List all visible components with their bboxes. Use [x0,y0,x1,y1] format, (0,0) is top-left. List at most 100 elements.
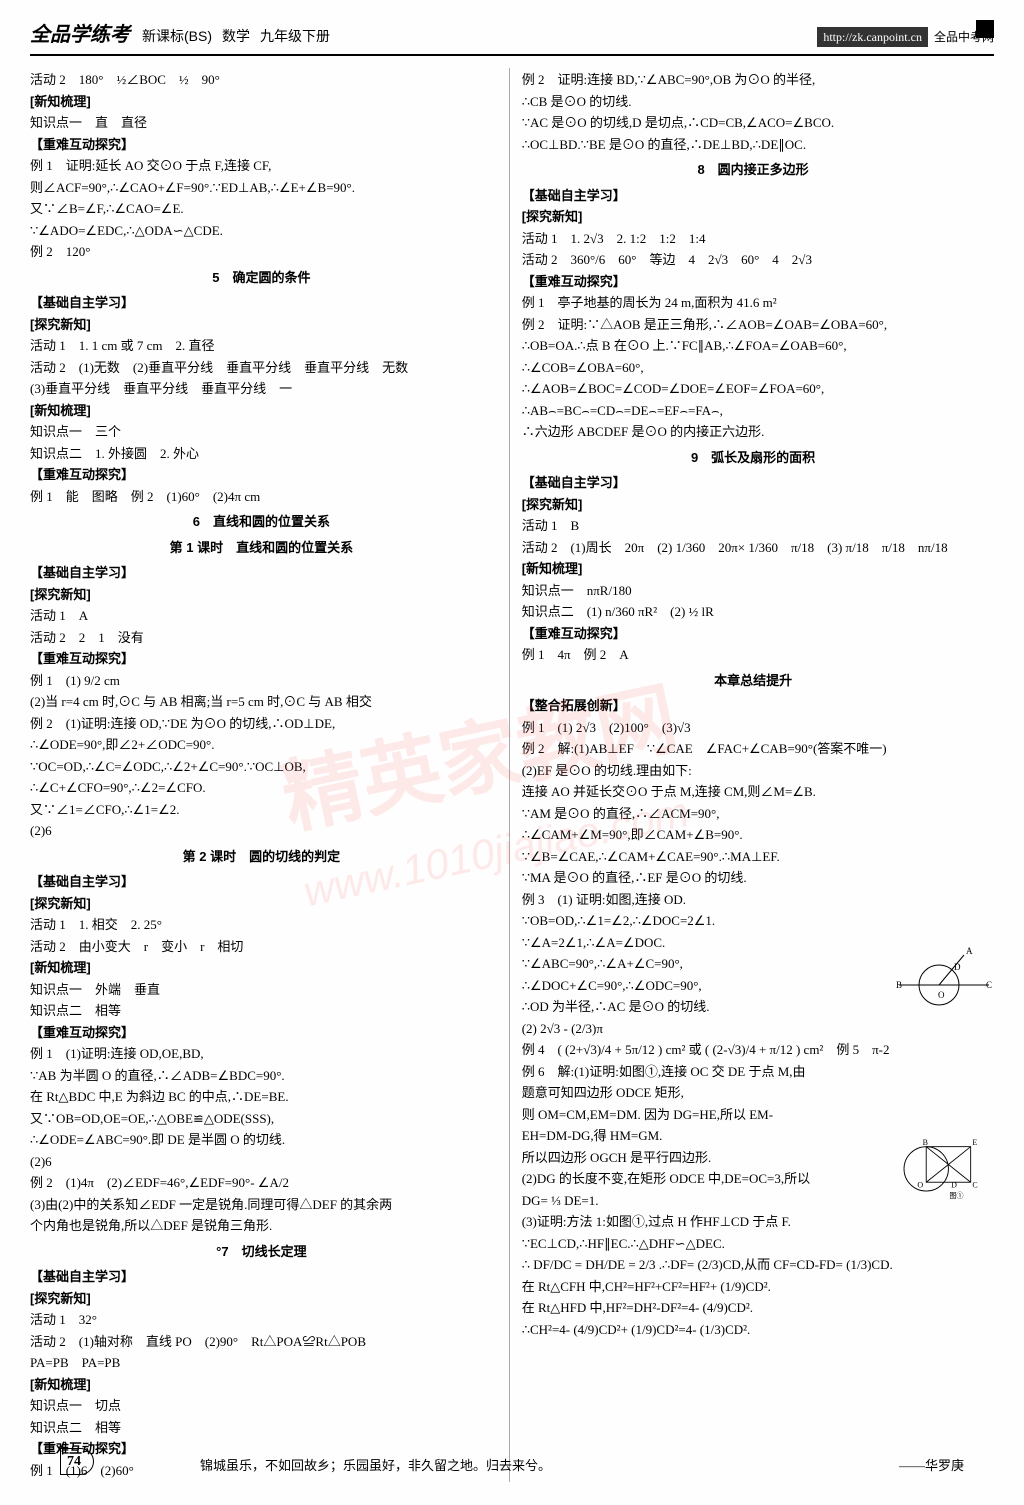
svg-text:D: D [954,962,961,972]
section-title: 5 确定圆的条件 [30,268,493,288]
text-line: 活动 2 360°/6 60° 等边 4 2√3 60° 4 2√3 [522,250,985,270]
svg-text:C: C [972,1181,977,1190]
text-line: ∴CH²=4- (4/9)CD²+ (1/9)CD²=4- (1/3)CD². [522,1320,985,1340]
text-line: ∵MA 是⊙O 的直径,∴EF 是⊙O 的切线. [522,868,985,888]
geometry-diagram-2: B E C O D 图① [894,1120,994,1200]
text-line: 活动 2 (1)周长 20π (2) 1/360 20π× 1/360 π/18… [522,538,985,558]
page-number: 74 [60,1448,94,1475]
subheading: [新知梳理] [30,958,493,978]
subheading: 【基础自主学习】 [30,872,493,892]
text-line: ∴ DF/DC = DH/DE = 2/3 .∴DF= (2/3)CD,从而 C… [522,1255,985,1275]
text-line: 又∵∠B=∠F,∴∠CAO=∠E. [30,199,493,219]
text-line: 知识点二 相等 [30,1001,493,1021]
text-line: 例 1 (1)证明:连接 OD,OE,BD, [30,1044,493,1064]
grade: 九年级下册 [260,26,330,47]
text-line: (2)6 [30,821,493,841]
text-line: PA=PB PA=PB [30,1353,493,1373]
subheading: [探究新知] [30,315,493,335]
text-line: ∴CB 是⊙O 的切线. [522,92,985,112]
page-header: 全品学练考 新课标(BS) 数学 九年级下册 http://zk.canpoin… [30,20,994,56]
corner-decoration [976,20,994,38]
text-line: ∵AB 为半圆 O 的直径,∴∠ADB=∠BDC=90°. [30,1066,493,1086]
content-columns: 活动 2 180° ½∠BOC ½ 90° [新知梳理] 知识点一 直 直径 【… [30,68,994,1482]
geometry-diagram-1: B C A O D [894,940,994,1020]
text-line: 例 4 ( (2+√3)/4 + 5π/12 ) cm² 或 ( (2-√3)/… [522,1040,985,1060]
text-line: ∵AC 是⊙O 的切线,D 是切点,∴CD=CB,∠ACO=∠BCO. [522,113,985,133]
lesson-title: 第 1 课时 直线和圆的位置关系 [30,538,493,558]
text-line: 例 2 (1)4π (2)∠EDF=46°,∠EDF=90°- ∠A/2 [30,1173,493,1193]
text-line: 例 6 解:(1)证明:如图①,连接 OC 交 DE 于点 M,由 [522,1062,985,1082]
text-line: (2)当 r=4 cm 时,⊙C 与 AB 相离;当 r=5 cm 时,⊙C 与… [30,692,493,712]
text-line: 又∵OB=OD,OE=OE,∴△OBE≌△ODE(SSS), [30,1109,493,1129]
text-line: 活动 2 (1)无数 (2)垂直平分线 垂直平分线 垂直平分线 无数 [30,358,493,378]
text-line: 例 2 (1)证明:连接 OD,∵DE 为⊙O 的切线,∴OD⊥DE, [30,714,493,734]
text-line: ∴∠C+∠CFO=90°,∴∠2=∠CFO. [30,778,493,798]
text-line: 活动 2 由小变大 r 变小 r 相切 [30,937,493,957]
subheading: 【基础自主学习】 [522,186,985,206]
text-line: 在 Rt△CFH 中,CH²=HF²+CF²=HF²+ (1/9)CD². [522,1277,985,1297]
subheading: [探究新知] [30,1289,493,1309]
text-line: 知识点一 三个 [30,422,493,442]
svg-text:C: C [986,980,992,990]
text-line: ∵EC⊥CD,∴HF∥EC.∴△DHF∽△DEC. [522,1234,985,1254]
right-column: 例 2 证明:连接 BD,∵∠ABC=90°,OB 为⊙O 的半径, ∴CB 是… [509,68,985,1482]
subheading: 【重难互动探究】 [30,1023,493,1043]
text-line: 在 Rt△BDC 中,E 为斜边 BC 的中点,∴DE=BE. [30,1087,493,1107]
edition: 新课标(BS) [142,26,212,47]
text-line: 例 2 证明:连接 BD,∵∠ABC=90°,OB 为⊙O 的半径, [522,70,985,90]
section-title: 9 弧长及扇形的面积 [522,448,985,468]
text-line: 又∵∠1=∠CFO,∴∠1=∠2. [30,800,493,820]
subheading: [探究新知] [30,894,493,914]
subheading: 【重难互动探究】 [30,649,493,669]
text-line: ∵∠ADO=∠EDC,∴△ODA∽△CDE. [30,221,493,241]
svg-text:O: O [938,990,945,1000]
text-line: 知识点一 直 直径 [30,113,493,133]
text-line: ∴六边形 ABCDEF 是⊙O 的内接正六边形. [522,422,985,442]
text-line: ∵OC=OD,∴∠C=∠ODC,∴∠2+∠C=90°.∵OC⊥OB, [30,757,493,777]
text-line: 则∠ACF=90°,∴∠CAO+∠F=90°.∵ED⊥AB,∴∠E+∠B=90°… [30,178,493,198]
svg-text:图①: 图① [949,1192,963,1200]
text-line: 例 2 解:(1)AB⊥EF ∵∠CAE ∠FAC+∠CAB=90°(答案不唯一… [522,739,985,759]
subheading: 【基础自主学习】 [30,293,493,313]
section-title: °7 切线长定理 [30,1242,493,1262]
subheading: 【基础自主学习】 [30,563,493,583]
subheading: 【重难互动探究】 [30,465,493,485]
subheading: 【重难互动探究】 [522,272,985,292]
subheading: [新知梳理] [522,559,985,579]
text-line: 例 1 (1) 2√3 (2)100° (3)√3 [522,718,985,738]
text-line: 例 1 4π 例 2 A [522,645,985,665]
svg-text:E: E [972,1138,977,1147]
text-line: 知识点二 相等 [30,1418,493,1438]
text-line: 活动 1 1. 2√3 2. 1:2 1:2 1:4 [522,229,985,249]
subheading: [新知梳理] [30,1375,493,1395]
text-line: ∴∠ODE=90°,即∠2+∠ODC=90°. [30,735,493,755]
svg-text:D: D [951,1181,957,1190]
text-line: (3)由(2)中的关系知∠EDF 一定是锐角.同理可得△DEF 的其余两 [30,1195,493,1215]
text-line: ∵∠B=∠CAE,∴∠CAM+∠CAE=90°.∴MA⊥EF. [522,847,985,867]
text-line: ∴∠AOB=∠BOC=∠COD=∠DOE=∠EOF=∠FOA=60°, [522,379,985,399]
subheading: 【重难互动探究】 [30,135,493,155]
text-line: ∴OB=OA.∴点 B 在⊙O 上.∵FC∥AB,∴∠FOA=∠OAB=60°, [522,336,985,356]
text-line: (2)6 [30,1152,493,1172]
text-line: (2) 2√3 - (2/3)π [522,1019,985,1039]
text-line: 活动 1 32° [30,1310,493,1330]
subheading: 【基础自主学习】 [522,473,985,493]
text-line: 活动 1 B [522,516,985,536]
text-line: ∴∠ODE=∠ABC=90°.即 DE 是半圆 O 的切线. [30,1130,493,1150]
text-line: 例 2 120° [30,242,493,262]
quote-text: 锦城虽乐，不如回故乡；乐园虽好，非久留之地。归去来兮。 [200,1458,551,1473]
subheading: [新知梳理] [30,401,493,421]
text-line: 知识点二 (1) n/360 πR² (2) ½ lR [522,602,985,622]
text-line: ∵OB=OD,∴∠1=∠2,∴∠DOC=2∠1. [522,911,985,931]
text-line: ∴∠COB=∠OBA=60°, [522,358,985,378]
subheading: 【重难互动探究】 [522,624,985,644]
text-line: 例 1 (1) 9/2 cm [30,671,493,691]
text-line: 知识点一 切点 [30,1396,493,1416]
text-line: 活动 1 1. 1 cm 或 7 cm 2. 直径 [30,336,493,356]
subheading: 【基础自主学习】 [30,1267,493,1287]
text-line: (3)证明:方法 1:如图①,过点 H 作HF⊥CD 于点 F. [522,1212,985,1232]
chapter-summary-title: 本章总结提升 [522,671,985,691]
text-line: 在 Rt△HFD 中,HF²=DH²-DF²=4- (4/9)CD². [522,1298,985,1318]
section-title: 6 直线和圆的位置关系 [30,512,493,532]
subheading: 【整合拓展创新】 [522,696,985,716]
